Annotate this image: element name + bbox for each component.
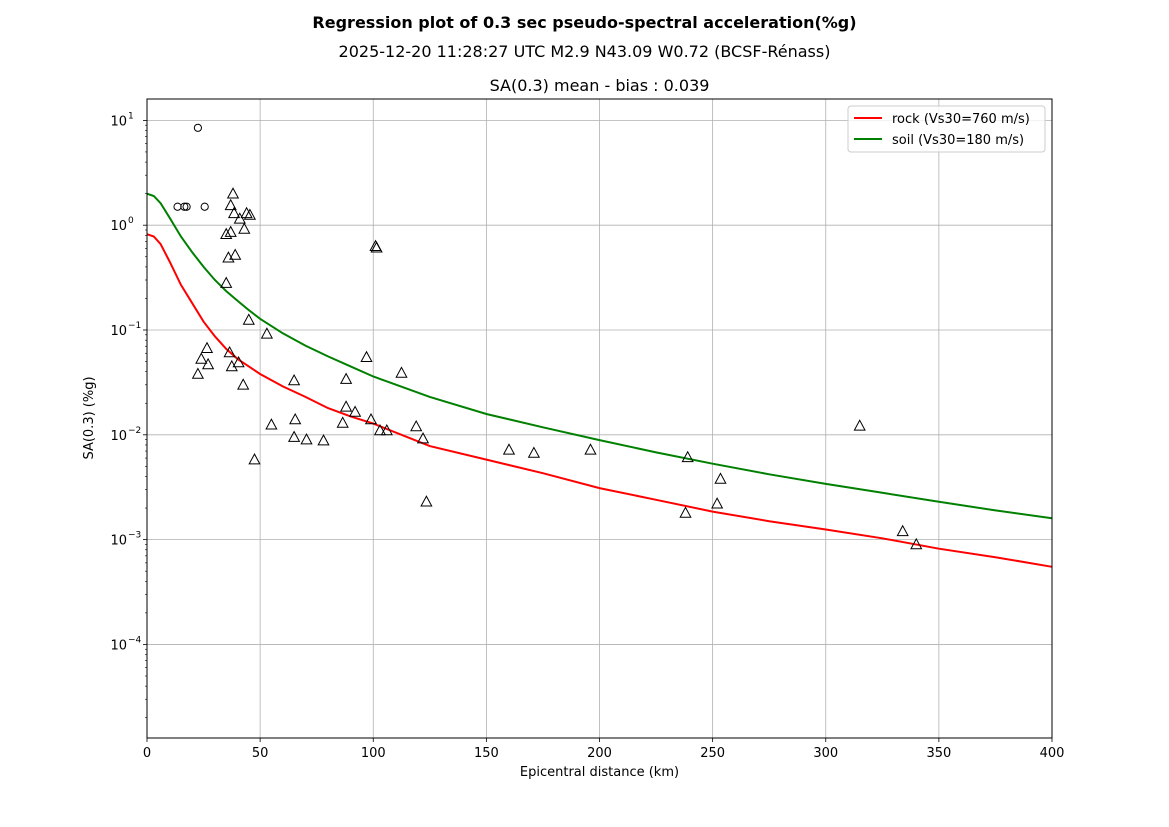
y-tick-label: 10 bbox=[110, 219, 127, 234]
circle-marker bbox=[200, 202, 209, 211]
triangle-marker bbox=[265, 418, 278, 430]
triangle-marker bbox=[242, 313, 255, 325]
x-tick-label: 50 bbox=[252, 746, 269, 761]
triangle-marker bbox=[711, 497, 724, 509]
circle-marker bbox=[173, 202, 182, 211]
legend: rock (Vs30=760 m/s) soil (Vs30=180 m/s) bbox=[847, 105, 1046, 153]
y-tick-exponent: −2 bbox=[128, 426, 141, 436]
triangle-marker bbox=[223, 345, 236, 358]
circle-marker bbox=[180, 202, 189, 211]
x-tick-label: 250 bbox=[700, 746, 725, 761]
y-tick-exponent: −3 bbox=[128, 531, 141, 541]
x-tick-label: 100 bbox=[361, 746, 386, 761]
axes-title: SA(0.3) mean - bias : 0.039 bbox=[490, 76, 710, 95]
x-tick-label: 400 bbox=[1040, 746, 1065, 761]
triangle-marker bbox=[300, 433, 313, 445]
triangle-marker bbox=[339, 372, 353, 384]
triangle-marker bbox=[410, 419, 423, 432]
circle-marker bbox=[193, 123, 203, 132]
triangle-marker bbox=[336, 416, 349, 428]
triangle-marker bbox=[220, 276, 233, 288]
triangle-marker bbox=[225, 359, 238, 372]
soil-regression-line bbox=[146, 192, 1053, 520]
figure-title: Regression plot of 0.3 sec pseudo-spectr… bbox=[312, 13, 857, 32]
triangle-marker bbox=[679, 506, 692, 518]
triangle-marker bbox=[240, 206, 253, 219]
y-tick-label: 10 bbox=[110, 114, 127, 129]
x-tick-label: 200 bbox=[587, 746, 612, 761]
x-tick-label: 300 bbox=[813, 746, 838, 761]
triangle-marker bbox=[373, 423, 387, 436]
triangle-marker bbox=[224, 198, 237, 211]
y-axis-label: SA(0.3) (%g) bbox=[82, 376, 97, 459]
triangle-marker bbox=[289, 412, 302, 425]
event-info: 2025-12-20 11:28:27 UTC M2.9 N43.09 W0.7… bbox=[338, 42, 831, 61]
triangle-marker bbox=[200, 341, 214, 353]
triangle-marker bbox=[195, 352, 208, 364]
y-tick-label: 10 bbox=[110, 534, 127, 549]
triangle-marker bbox=[224, 225, 237, 237]
triangle-marker bbox=[226, 187, 240, 199]
legend-label-soil: soil (Vs30=180 m/s) bbox=[892, 133, 1024, 148]
triangle-marker bbox=[364, 412, 378, 425]
x-axis-ticks: 0 50 100 150 200 250 300 350 400 bbox=[143, 738, 1065, 761]
x-axis-label: Epicentral distance (km) bbox=[520, 765, 679, 780]
triangle-marker bbox=[229, 248, 242, 260]
triangle-marker bbox=[502, 443, 516, 455]
triangle-marker bbox=[233, 212, 246, 224]
triangle-marker bbox=[201, 357, 215, 370]
triangle-marker bbox=[260, 327, 274, 339]
triangle-marker bbox=[248, 453, 261, 465]
triangle-marker bbox=[287, 373, 301, 386]
triangle-marker bbox=[395, 366, 408, 378]
triangle-marker bbox=[227, 206, 241, 219]
triangle-marker bbox=[370, 241, 383, 253]
x-tick-label: 0 bbox=[143, 746, 151, 761]
grid-lines bbox=[146, 99, 1053, 738]
triangle-marker bbox=[584, 443, 597, 455]
triangle-marker bbox=[420, 495, 433, 507]
y-tick-label: 10 bbox=[110, 429, 127, 444]
triangle-marker bbox=[853, 419, 866, 431]
regression-curves bbox=[146, 192, 1053, 568]
triangle-marker bbox=[232, 355, 245, 368]
triangle-marker bbox=[360, 350, 373, 362]
triangle-marker bbox=[714, 472, 727, 484]
triangle-marker bbox=[220, 227, 233, 239]
triangle-marker bbox=[681, 450, 694, 463]
circle-marker bbox=[182, 202, 191, 211]
triangle-marker bbox=[339, 400, 353, 412]
triangle-marker bbox=[238, 222, 251, 234]
y-tick-exponent: 0 bbox=[128, 216, 134, 226]
triangle-marker bbox=[317, 434, 330, 446]
y-tick-label: 10 bbox=[110, 638, 127, 653]
triangle-marker bbox=[348, 405, 362, 417]
triangle-marker bbox=[896, 524, 909, 537]
y-tick-label: 10 bbox=[110, 324, 127, 339]
y-tick-exponent: −1 bbox=[128, 321, 141, 331]
triangle-marker bbox=[222, 251, 235, 263]
triangle-marker bbox=[380, 423, 393, 436]
legend-box bbox=[847, 105, 1046, 153]
triangle-marker bbox=[369, 239, 382, 251]
triangle-marker bbox=[243, 208, 257, 220]
legend-label-rock: rock (Vs30=760 m/s) bbox=[892, 112, 1030, 127]
y-tick-exponent: 1 bbox=[128, 111, 134, 121]
triangle-marker bbox=[527, 446, 541, 458]
y-tick-exponent: −4 bbox=[128, 635, 142, 645]
rock-regression-line bbox=[146, 233, 1053, 568]
station-markers bbox=[173, 123, 923, 550]
triangle-marker bbox=[416, 432, 430, 444]
triangle-marker bbox=[237, 378, 250, 390]
triangle-marker bbox=[910, 537, 923, 550]
x-tick-label: 350 bbox=[926, 746, 951, 761]
x-tick-label: 150 bbox=[474, 746, 499, 761]
triangle-marker bbox=[287, 430, 301, 442]
triangle-marker bbox=[191, 367, 205, 379]
